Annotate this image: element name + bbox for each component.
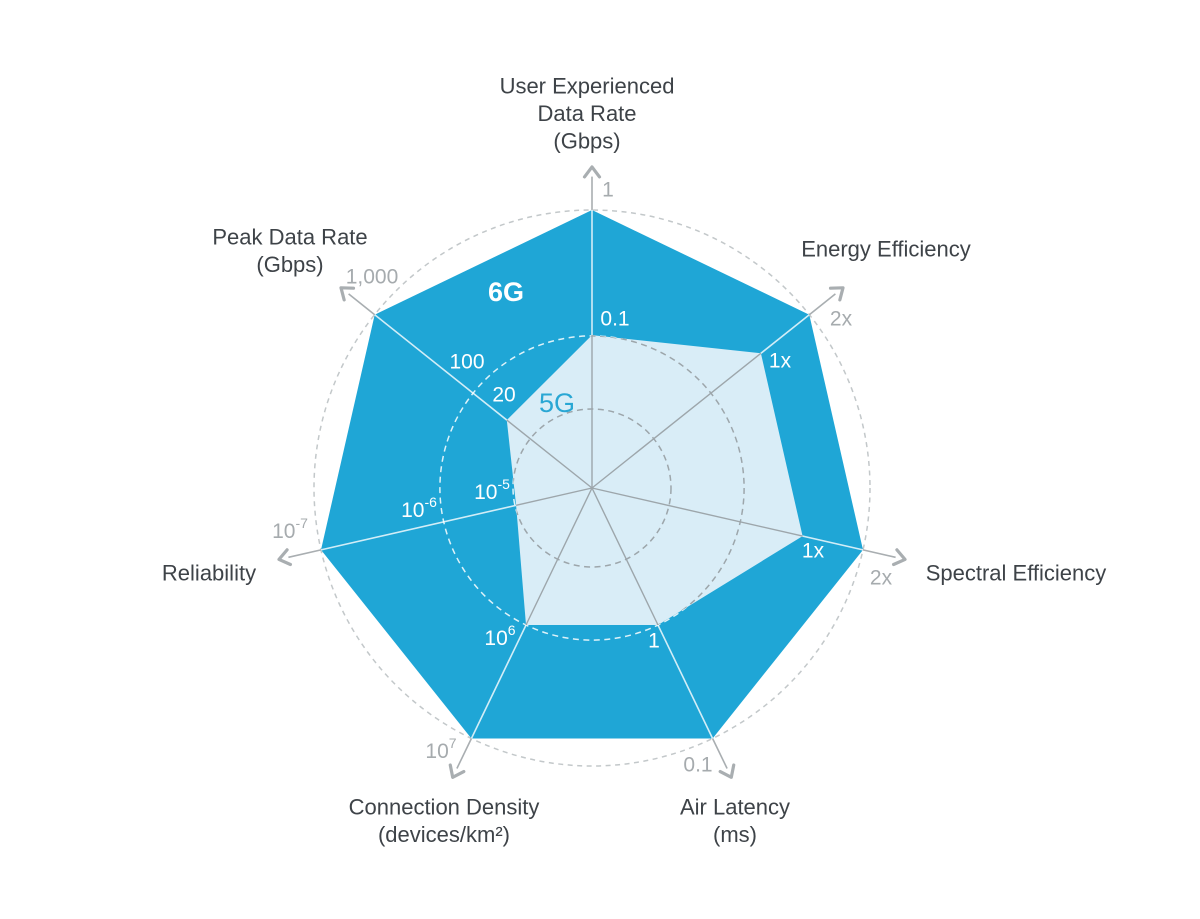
axis-arrow-icon — [582, 165, 602, 179]
axis-line-outer — [288, 549, 322, 559]
tick-label: 10-6 — [401, 494, 437, 522]
tick-label: 1x — [769, 350, 792, 373]
axis-label-connection-density: (devices/km²) — [378, 822, 510, 847]
axis-label-peak-data-rate: Peak Data Rate — [212, 225, 367, 250]
series-label-6g: 6G — [488, 277, 524, 307]
axis-line-inside — [506, 419, 593, 489]
tick-label: 2x — [870, 567, 893, 590]
axis-line-inside — [591, 487, 659, 626]
axis-line-inside — [525, 487, 593, 626]
axis-label-spectral-efficiency: Spectral Efficiency — [926, 561, 1107, 586]
tick-label: 10-7 — [272, 515, 308, 543]
tick-label: 1 — [602, 179, 614, 202]
tick-label: 107 — [425, 735, 456, 763]
axis-line-outer — [862, 549, 896, 559]
axis-label-peak-data-rate: (Gbps) — [256, 252, 323, 277]
axis-line-outer — [348, 293, 376, 316]
axis-label-energy-efficiency: Energy Efficiency — [801, 237, 971, 262]
tick-label: 0.1 — [600, 308, 629, 331]
tick-label: 1,000 — [346, 266, 399, 289]
axis-line-outer — [456, 738, 473, 769]
axis-line-inside — [515, 487, 593, 506]
axis-label-connection-density: Connection Density — [349, 795, 540, 820]
tick-label: 10-5 — [474, 476, 510, 504]
axis-line-outer — [808, 293, 836, 316]
tick-label: 100 — [449, 351, 484, 374]
tick-label: 2x — [830, 308, 853, 331]
axis-label-user-experienced-data-rate: Data Rate — [537, 101, 636, 126]
axis-arrow-icon — [828, 286, 845, 302]
axis-arrow-icon — [448, 763, 466, 779]
axis-line-outer — [711, 738, 728, 769]
tick-label: 106 — [484, 622, 515, 650]
axis-label-air-latency: Air Latency — [680, 795, 790, 820]
axis-label-reliability: Reliability — [162, 561, 256, 586]
axis-arrow-icon — [718, 763, 736, 779]
tick-label: 0.1 — [683, 754, 712, 777]
axis-arrow-icon — [339, 286, 356, 302]
axis-line-inside — [591, 487, 803, 537]
axis-label-user-experienced-data-rate: User Experienced — [500, 74, 675, 99]
series-area-5g — [506, 335, 803, 625]
tick-label: 20 — [492, 384, 515, 407]
axis-arrow-icon — [277, 548, 293, 567]
grid-ring-outer — [313, 209, 871, 767]
axis-label-user-experienced-data-rate: (Gbps) — [553, 129, 620, 154]
axis-line-inside — [591, 352, 762, 489]
tick-label: 1 — [648, 630, 660, 653]
axis-label-air-latency: (ms) — [713, 822, 757, 847]
tick-label: 1x — [802, 540, 825, 563]
series-label-5g: 5G — [539, 388, 575, 418]
axis-arrow-icon — [891, 548, 907, 567]
